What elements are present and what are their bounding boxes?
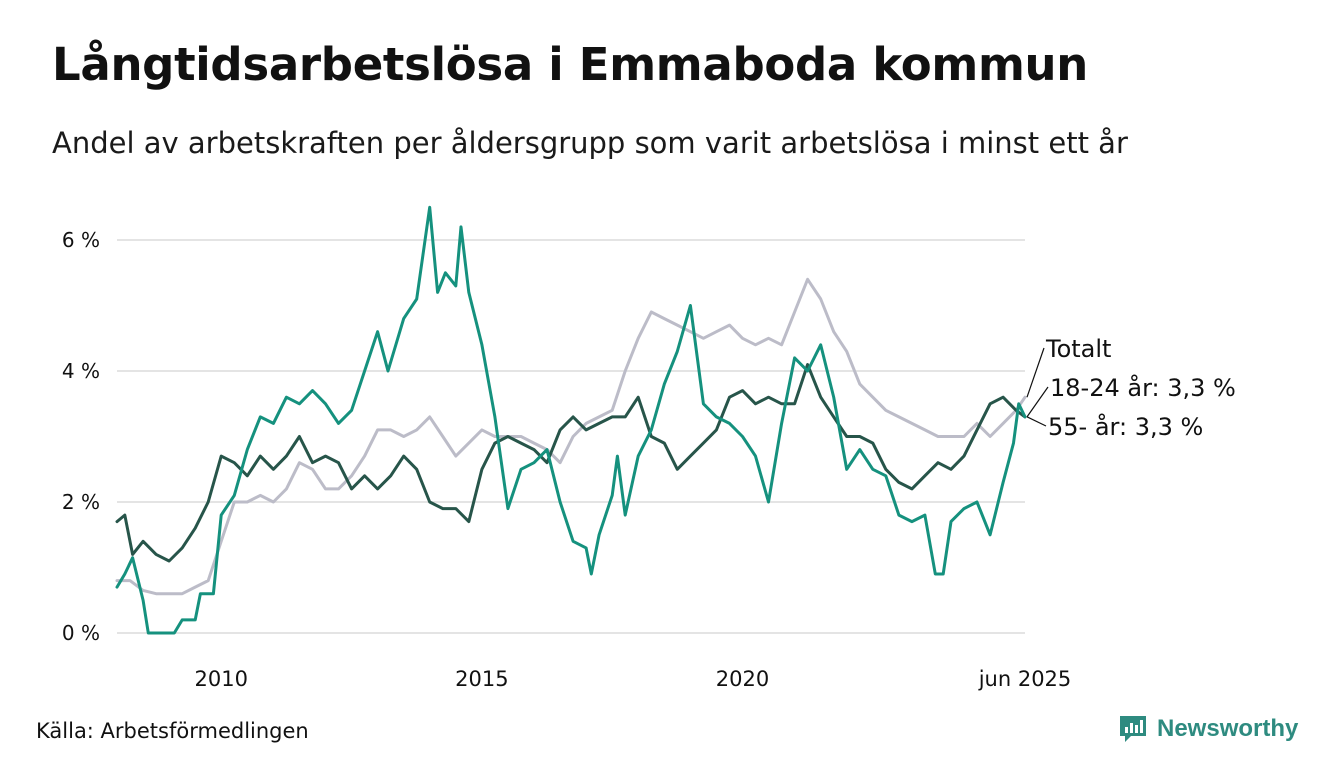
y-tick-label: 0 % bbox=[62, 621, 100, 645]
y-tick-label: 2 % bbox=[62, 490, 100, 514]
x-tick-label: 2015 bbox=[455, 667, 508, 691]
brand-logo[interactable]: Newsworthy bbox=[1118, 714, 1298, 744]
series-labels: Totalt 18-24 år: 3,3 % 55- år: 3,3 % bbox=[1026, 335, 1236, 441]
x-axis-ticks: 2010 2015 2020 jun 2025 bbox=[195, 667, 1072, 691]
label-leader-age-55-plus bbox=[1026, 416, 1047, 427]
line-chart: 0 % 2 % 4 % 6 % 2010 2015 2020 jun 2025 Totalt… bbox=[62, 205, 1236, 691]
series-line-totalt bbox=[115, 277, 1027, 596]
chart-title: Långtidsarbetslösa i Emmaboda kommun bbox=[52, 38, 1088, 91]
y-axis-ticks: 0 % 2 % 4 % 6 % bbox=[62, 228, 100, 645]
series-label-age-55-plus: 55- år: 3,3 % bbox=[1048, 412, 1203, 441]
series-label-totalt: Totalt bbox=[1045, 335, 1111, 363]
series-line-age-18-24 bbox=[115, 363, 1027, 563]
series-label-age-18-24: 18-24 år: 3,3 % bbox=[1050, 373, 1236, 402]
newsworthy-logo-icon bbox=[1120, 716, 1146, 742]
y-tick-label: 6 % bbox=[62, 228, 100, 252]
y-tick-label: 4 % bbox=[62, 359, 100, 383]
series-lines bbox=[115, 205, 1027, 635]
x-tick-label: 2020 bbox=[716, 667, 769, 691]
label-leader-age-18-24 bbox=[1026, 386, 1049, 418]
chart-subtitle: Andel av arbetskraften per åldersgrupp s… bbox=[52, 126, 1128, 160]
source-note: Källa: Arbetsförmedlingen bbox=[36, 719, 309, 743]
gridlines bbox=[117, 239, 1025, 634]
series-line-age-55-plus bbox=[115, 205, 1027, 635]
label-leader-totalt bbox=[1026, 347, 1045, 398]
brand-name: Newsworthy bbox=[1157, 715, 1299, 742]
x-tick-label: jun 2025 bbox=[978, 667, 1072, 691]
x-tick-label: 2010 bbox=[195, 667, 248, 691]
